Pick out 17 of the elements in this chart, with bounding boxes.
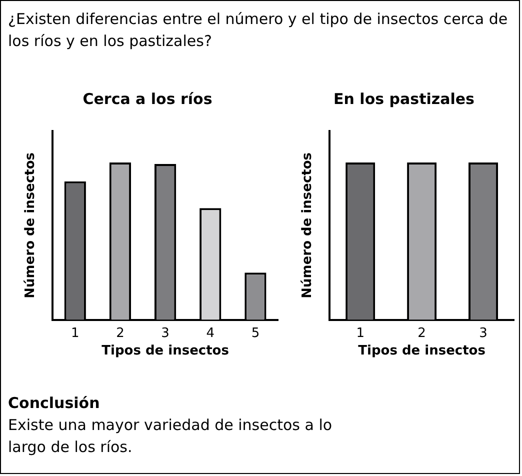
- text: Existe una mayor variedad de insectos a lo largo de los ríos.: [8, 415, 334, 458]
- x-tick-label: 1: [356, 326, 364, 341]
- x-tick-label: 5: [251, 326, 260, 341]
- chart-title: Cerca a los ríos: [82, 90, 212, 108]
- x-tick-label: 2: [418, 326, 426, 341]
- x-axis-title: Tipos de insectos: [358, 344, 486, 359]
- chart-title: En los pastizales: [334, 90, 475, 108]
- x-tick-label: 2: [116, 326, 124, 341]
- text: ¿Existen diferencias entre el número y el tipo de insectos cerca de los ríos y en los pastizales?: [8, 9, 508, 52]
- x-tick-label: 1: [71, 326, 80, 341]
- x-tick-label: 3: [479, 326, 488, 341]
- text: Conclusión: [8, 393, 100, 414]
- y-axis-title: Número de insectos: [23, 152, 38, 298]
- x-tick-label: 3: [161, 326, 170, 341]
- x-tick-label: 4: [206, 326, 215, 341]
- x-axis-title: Tipos de insectos: [102, 344, 230, 359]
- y-axis-title: Número de insectos: [300, 152, 316, 298]
